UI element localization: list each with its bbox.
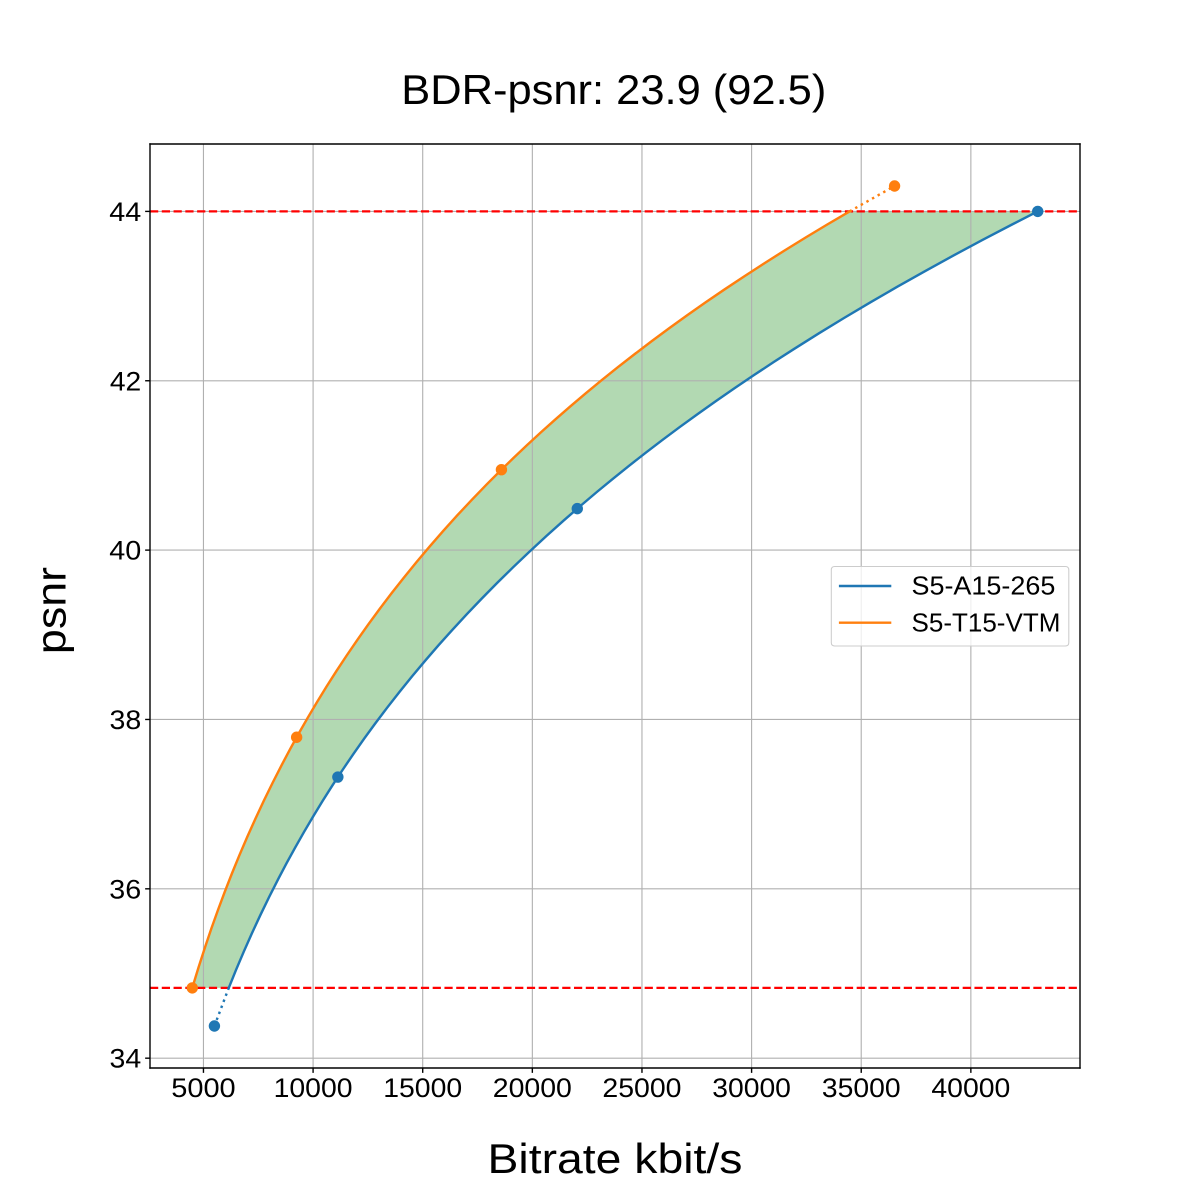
svg-text:15000: 15000 [383,1073,462,1103]
svg-text:40000: 40000 [931,1073,1010,1103]
svg-text:10000: 10000 [274,1073,353,1103]
svg-text:5000: 5000 [171,1073,235,1103]
svg-text:S5-T15-VTM: S5-T15-VTM [912,607,1061,637]
svg-text:35000: 35000 [822,1073,901,1103]
svg-text:36: 36 [109,874,141,904]
svg-text:44: 44 [109,197,141,227]
svg-text:38: 38 [109,705,141,735]
svg-text:40: 40 [109,536,141,566]
svg-text:Bitrate kbit/s: Bitrate kbit/s [488,1135,743,1182]
svg-text:30000: 30000 [712,1073,791,1103]
svg-text:BDR-psnr: 23.9 (92.5): BDR-psnr: 23.9 (92.5) [401,66,826,113]
svg-text:42: 42 [110,366,141,396]
svg-text:25000: 25000 [602,1073,681,1103]
svg-text:34: 34 [110,1044,142,1074]
svg-text:psnr: psnr [27,567,74,654]
svg-text:S5-A15-265: S5-A15-265 [912,571,1056,601]
svg-text:20000: 20000 [493,1073,572,1103]
